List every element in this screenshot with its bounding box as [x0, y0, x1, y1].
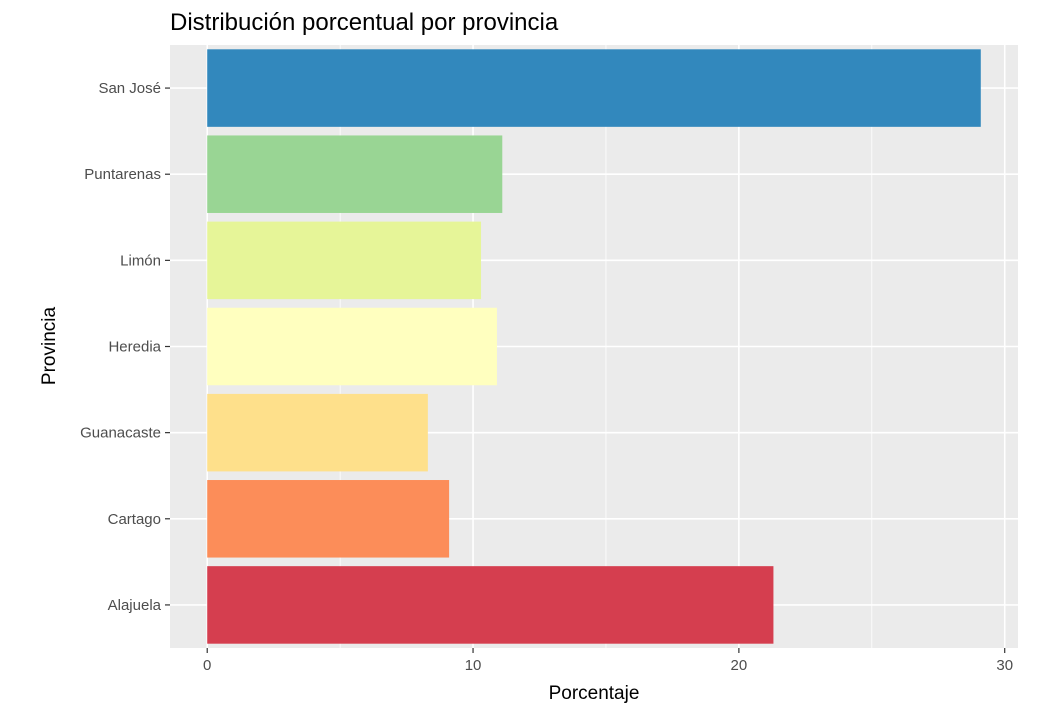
- bar-limon: [207, 221, 482, 300]
- bar-san-jose: [207, 49, 981, 127]
- x-axis: 0 10 20 30: [203, 648, 1013, 674]
- chart-title: Distribución porcentual por provincia: [170, 9, 559, 36]
- bar-guanacaste: [207, 393, 428, 472]
- y-tick-label: Heredia: [108, 339, 161, 356]
- y-tick-label: Limón: [120, 252, 161, 269]
- y-tick-label: Puntarenas: [84, 166, 161, 183]
- bar-cartago: [207, 480, 450, 558]
- bar-alajuela: [207, 566, 774, 644]
- x-tick-label: 20: [731, 657, 748, 674]
- bars: [207, 49, 981, 644]
- y-tick-label: San José: [98, 80, 161, 97]
- x-tick-label: 30: [996, 657, 1013, 674]
- y-tick-label: Guanacaste: [80, 425, 161, 442]
- y-tick-label: Alajuela: [108, 597, 162, 614]
- y-tick-label: Cartago: [108, 511, 161, 528]
- y-axis: San José Puntarenas Limón Heredia Guanacaste…: [80, 80, 170, 614]
- bar-puntarenas: [207, 135, 503, 213]
- x-axis-title: Porcentaje: [549, 683, 640, 704]
- x-tick-label: 0: [203, 657, 211, 674]
- x-tick-label: 10: [465, 657, 482, 674]
- y-axis-title: Provincia: [39, 307, 60, 386]
- bar-heredia: [207, 307, 497, 386]
